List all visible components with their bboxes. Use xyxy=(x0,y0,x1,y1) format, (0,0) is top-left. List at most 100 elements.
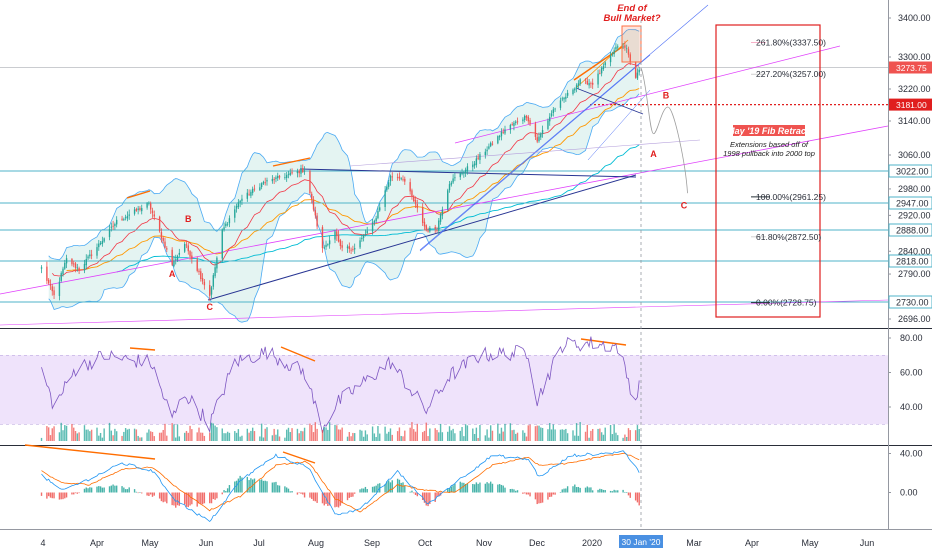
candle-body xyxy=(278,175,281,178)
price-axis-label: 2920.00 xyxy=(898,210,931,220)
candle xyxy=(123,217,125,221)
candle-body xyxy=(561,98,563,100)
macd-histogram-bar xyxy=(90,487,93,493)
rsi-pane[interactable] xyxy=(0,354,888,425)
volume-bar xyxy=(148,429,150,441)
candle-body xyxy=(461,173,463,175)
x-axis-label: May xyxy=(141,538,159,548)
macd-histogram-bar xyxy=(384,484,386,493)
candle-body xyxy=(597,73,599,85)
candle xyxy=(552,107,555,117)
trendline-pink-long xyxy=(0,125,889,295)
candle xyxy=(128,209,130,220)
macd-histogram-bar xyxy=(579,487,581,493)
macd-histogram-bar xyxy=(604,490,606,493)
candle-body xyxy=(126,216,129,219)
candle-body xyxy=(398,176,401,179)
rsi-axis-label: 60.00 xyxy=(900,368,923,378)
candle xyxy=(523,114,526,123)
macd-histogram-bar xyxy=(466,483,469,493)
candle-body xyxy=(183,244,186,252)
candle-body xyxy=(459,172,461,178)
volume-bar xyxy=(547,429,549,441)
macd-histogram-bar xyxy=(586,486,589,493)
volume-bar xyxy=(391,434,393,441)
macd-histogram-bar xyxy=(162,492,164,503)
highlight-box xyxy=(621,25,642,63)
macd-histogram-bar xyxy=(427,492,429,507)
candle-body xyxy=(613,50,615,55)
volume-bar xyxy=(210,422,213,441)
candle xyxy=(166,246,168,252)
volume-bar xyxy=(629,430,631,441)
volume-bar xyxy=(414,431,417,441)
macd-histogram-bar xyxy=(126,489,129,493)
candle-body xyxy=(289,172,291,175)
macd-histogram-bar xyxy=(223,490,225,493)
candle-body xyxy=(173,260,175,267)
candle xyxy=(139,206,141,212)
macd-histogram-bar xyxy=(409,491,411,493)
volume-bar xyxy=(185,430,188,441)
macd-histogram-bar xyxy=(377,483,379,493)
candle xyxy=(379,202,381,212)
macd-histogram-bar xyxy=(287,488,290,493)
macd-histogram-bar xyxy=(386,481,388,493)
volume-bar xyxy=(90,429,93,441)
macd-histogram-bar xyxy=(124,489,127,493)
macd-histogram-bar xyxy=(196,492,198,507)
volume-bar xyxy=(371,426,374,441)
candle-body xyxy=(49,284,52,286)
volume-bar xyxy=(115,431,118,441)
wedge-lower-line xyxy=(575,87,644,115)
fib-retrace-box xyxy=(715,24,821,318)
volume-bar xyxy=(76,433,79,441)
wave-label-a: A xyxy=(650,149,657,159)
macd-histogram-bar xyxy=(421,492,424,501)
volume-bar xyxy=(559,429,562,441)
candle xyxy=(73,260,75,268)
candle xyxy=(216,256,218,273)
macd-histogram-bar xyxy=(214,492,216,500)
candle-body xyxy=(375,218,377,222)
candle xyxy=(210,285,213,298)
candle-body xyxy=(364,233,367,235)
volume-bar xyxy=(450,430,453,441)
candle xyxy=(450,180,453,187)
candle xyxy=(364,229,367,237)
candle-body xyxy=(488,146,490,149)
macd-histogram-bar xyxy=(600,489,603,493)
macd-histogram-bar xyxy=(547,492,549,500)
price-pane[interactable] xyxy=(0,0,932,530)
candle-body xyxy=(321,227,324,249)
volume-bar xyxy=(285,429,288,441)
macd-histogram-bar xyxy=(559,491,562,493)
macd-histogram-bar xyxy=(602,489,605,493)
candle-body xyxy=(303,170,306,172)
candle xyxy=(584,78,587,85)
volume-bar xyxy=(549,423,551,441)
volume-bar xyxy=(64,425,66,441)
candle xyxy=(597,69,599,88)
candle-body xyxy=(71,259,73,265)
macd-histogram-bar xyxy=(321,492,324,504)
candle xyxy=(359,237,361,249)
candle xyxy=(291,168,293,175)
candle xyxy=(361,234,363,242)
candle xyxy=(321,225,324,253)
macd-histogram-bar xyxy=(187,492,189,508)
macd-histogram-bar xyxy=(561,489,563,493)
candle-body xyxy=(615,46,617,50)
volume-bar xyxy=(439,423,442,441)
volume-bar xyxy=(373,433,376,441)
candle xyxy=(65,254,68,269)
volume-bar xyxy=(504,423,506,441)
candle xyxy=(565,93,567,102)
fib-note-line: Extensions based off of xyxy=(730,140,809,149)
macd-histogram-bar xyxy=(398,479,401,493)
candle xyxy=(266,177,268,186)
candle xyxy=(275,175,277,183)
price-axis-label: 3140.00 xyxy=(898,116,931,126)
